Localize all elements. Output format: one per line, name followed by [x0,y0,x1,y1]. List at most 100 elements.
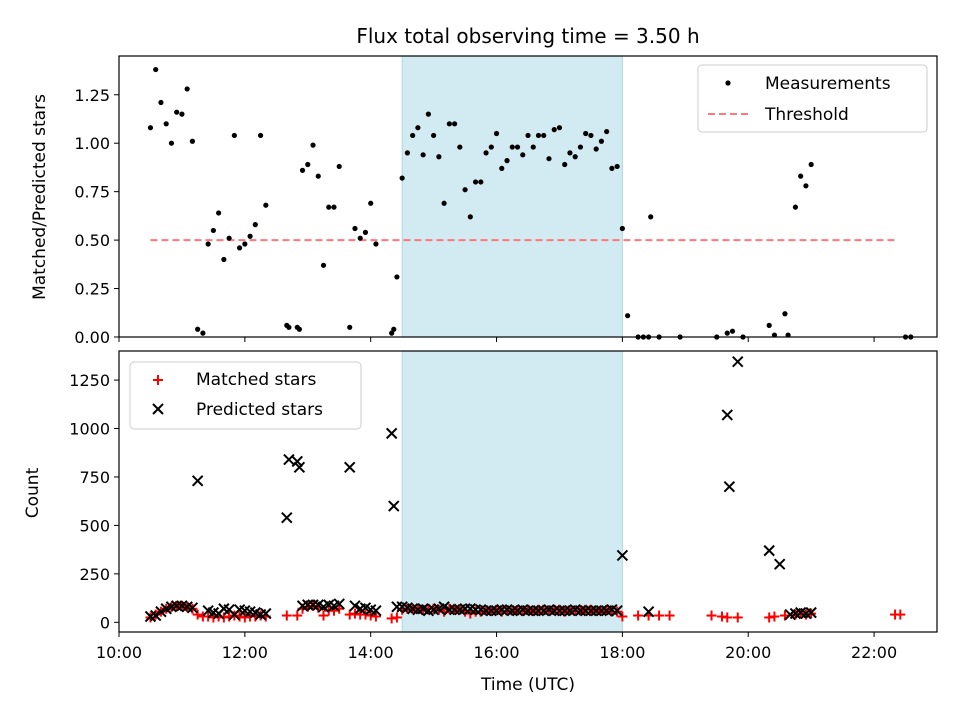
measurement-point [299,167,306,173]
measurement-point [336,163,342,170]
measurement-point [252,222,258,228]
legend-threshold-label: Threshold [764,105,849,125]
predicted-star-marker [155,605,167,618]
predicted-star-marker [732,355,744,368]
predicted-star-marker [585,604,597,617]
predicted-star-marker [448,604,461,616]
measurement-point [729,328,736,334]
measurement-point [619,225,625,232]
measurement-point [226,235,232,241]
predicted-star-marker [522,604,534,617]
measurement-point [499,165,505,171]
measurement-point [195,326,201,332]
measurement-point [352,225,358,232]
legend-measurements-label: Measurements [765,74,891,94]
matched-star-marker [654,610,665,621]
measurement-point [792,204,799,210]
measurement-point [179,111,185,117]
measurement-point [546,156,552,162]
predicted-star-marker [616,549,629,562]
measurement-point [247,233,253,239]
matched-star-marker [328,605,339,616]
matched-star-marker [318,610,329,621]
measurement-point [808,161,814,168]
predicted-star-marker [532,604,545,617]
predicted-star-marker [763,544,775,557]
predicted-star-marker [611,604,623,617]
predicted-star-marker [344,461,356,473]
predicted-star-marker [385,427,398,440]
predicted-star-marker [496,604,508,616]
top-legend: Measurements Threshold [697,64,928,133]
measurement-point [399,175,405,181]
matched-star-marker [722,612,733,623]
predicted-star-marker [349,600,361,612]
predicted-star-marker [191,475,204,487]
top-observing-span [401,55,623,338]
top-y-axis-label: Matched/Predicted stars [30,94,50,300]
predicted-star-marker [553,604,566,617]
measurement-point [530,144,536,150]
legend-predicted-label: Predicted stars [196,400,323,420]
measurement-point [451,121,458,127]
measurement-point [648,214,654,220]
measurement-point [609,165,615,171]
top-y-tick-label: 0.75 [74,183,110,202]
measurement-point [357,235,363,241]
measurement-point [320,262,327,268]
predicted-star-marker [260,607,272,620]
measurement-point [415,125,421,131]
predicted-star-marker [590,604,602,617]
predicted-star-marker [333,598,345,610]
measurement-point [420,152,426,158]
measurement-point [483,150,489,156]
measurement-point [425,111,431,117]
matched-star-marker [895,609,906,620]
measurement-point [391,326,397,332]
measurement-point [431,132,437,139]
star-count-points [144,355,906,624]
measurement-point [362,229,369,235]
x-tick-label: 16:00 [473,643,519,662]
measurement-point [153,66,159,73]
matched-star-marker [391,612,402,623]
predicted-star-marker [469,604,482,616]
measurement-point [598,138,605,144]
predicted-star-marker [388,500,400,512]
measurement-point [174,109,180,115]
matched-star-marker [664,610,675,621]
measurement-point [514,144,521,150]
measurement-point [331,204,337,210]
measurement-point [535,132,542,139]
measurement-point [305,161,311,168]
predicted-star-marker [391,601,403,613]
matched-star-marker [281,610,292,621]
matched-star-marker [192,609,203,620]
predicted-star-marker [443,604,456,616]
predicted-star-marker [438,601,450,613]
matched-star-marker [370,611,381,622]
measurement-point [257,132,264,139]
measurement-point [493,130,500,137]
matched-star-marker [732,612,743,623]
measurement-point [315,173,321,179]
measurement-point [509,144,515,150]
top-y-tick-label: 1.25 [74,86,110,105]
bottom-plot-frame [118,350,938,633]
measurement-point [583,130,589,137]
bottom-y-tick-label: 0 [100,613,110,632]
measurement-point [588,132,594,139]
measurement-point [216,210,222,216]
measurement-point [541,132,547,139]
bottom-y-tick-label: 1250 [69,371,110,390]
measurement-point [446,121,452,127]
bottom-y-tick-label: 1000 [69,420,110,439]
measurement-point [158,99,164,106]
measurement-point [347,324,353,330]
predicted-star-marker [723,480,736,493]
measurement-point [520,152,526,158]
predicted-star-marker [642,605,655,618]
bottom-panel: 0 250 500 750 1000 1250 10:00 12:00 14:00 16:00 18… [23,350,938,695]
top-shaded-span [401,55,623,338]
predicted-star-marker [307,599,319,611]
